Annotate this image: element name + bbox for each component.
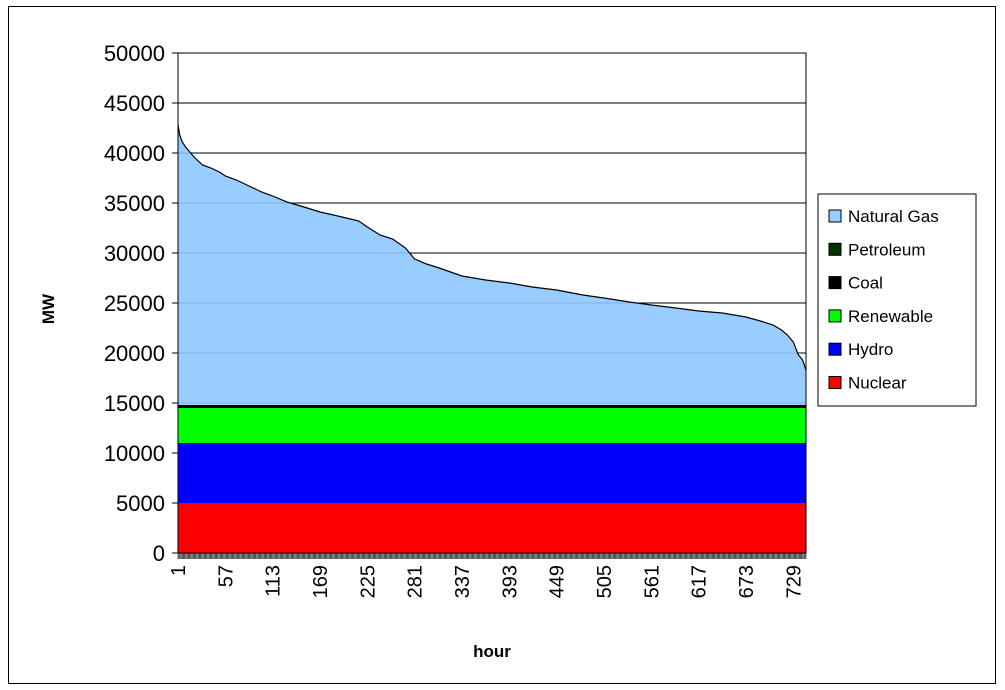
plot-area — [177, 52, 807, 559]
x-tick-label: 1 — [168, 565, 190, 576]
chart-frame: 0 5000 10000 15000 20000 25000 30000 35000 40000… — [8, 6, 996, 684]
x-tick-label: 561 — [641, 565, 663, 598]
y-tick-label: 30000 — [104, 241, 165, 266]
x-tick-label: 673 — [736, 565, 758, 598]
chart-svg: 0 5000 10000 15000 20000 25000 30000 35000 40000… — [39, 41, 977, 661]
x-tick-label: 169 — [310, 565, 332, 598]
legend-label-natural-gas: Natural Gas — [848, 207, 939, 226]
y-tick-label: 15000 — [104, 391, 165, 416]
x-tick-label: 281 — [405, 565, 427, 598]
y-axis-ticks: 0 5000 10000 15000 20000 25000 30000 35000 40000… — [104, 41, 178, 566]
y-tick-label: 50000 — [104, 41, 165, 66]
x-axis-minor-ticks — [177, 553, 807, 559]
legend-swatch-coal — [828, 276, 842, 290]
x-tick-label: 113 — [263, 565, 285, 597]
area-renewable — [178, 408, 806, 443]
legend-label-nuclear: Nuclear — [848, 374, 907, 393]
legend-box — [817, 193, 977, 407]
x-axis-title: hour — [473, 642, 511, 661]
x-axis-ticks: 1 57 113 169 225 281 337 393 449 505 561 617 673 729 — [168, 565, 805, 598]
x-tick-label: 505 — [594, 565, 616, 598]
area-nuclear — [178, 503, 806, 553]
y-axis-title: MW — [39, 293, 58, 324]
natural-gas-edge — [177, 124, 807, 371]
y-tick-label: 25000 — [104, 291, 165, 316]
x-tick-label: 393 — [499, 565, 521, 598]
x-tick-label: 449 — [547, 565, 569, 598]
area-hydro — [178, 443, 806, 503]
legend-swatch-natural-gas — [828, 209, 842, 223]
area-coal — [178, 405, 806, 408]
y-tick-label: 5000 — [116, 491, 165, 516]
legend-label-petroleum: Petroleum — [848, 240, 925, 259]
y-tick-label: 45000 — [104, 91, 165, 116]
y-tick-label: 20000 — [104, 341, 165, 366]
legend-swatch-renewable — [828, 309, 842, 323]
legend: Natural Gas Petroleum Coal Renewable Hydro Nu… — [817, 193, 977, 407]
y-tick-label: 40000 — [104, 141, 165, 166]
area-natural-gas — [178, 125, 806, 405]
legend-label-hydro: Hydro — [848, 340, 893, 359]
x-tick-label: 617 — [689, 565, 711, 598]
legend-label-renewable: Renewable — [848, 307, 933, 326]
x-tick-label: 225 — [357, 565, 379, 598]
y-tick-label: 10000 — [104, 441, 165, 466]
y-tick-label: 0 — [153, 541, 165, 566]
legend-swatch-nuclear — [828, 376, 842, 389]
x-tick-label: 337 — [452, 565, 474, 598]
x-tick-label: 729 — [783, 565, 805, 598]
y-tick-label: 35000 — [104, 191, 165, 216]
legend-swatch-petroleum — [828, 242, 842, 256]
legend-label-coal: Coal — [848, 274, 883, 293]
legend-swatch-hydro — [828, 342, 842, 356]
x-tick-label: 57 — [215, 565, 237, 587]
